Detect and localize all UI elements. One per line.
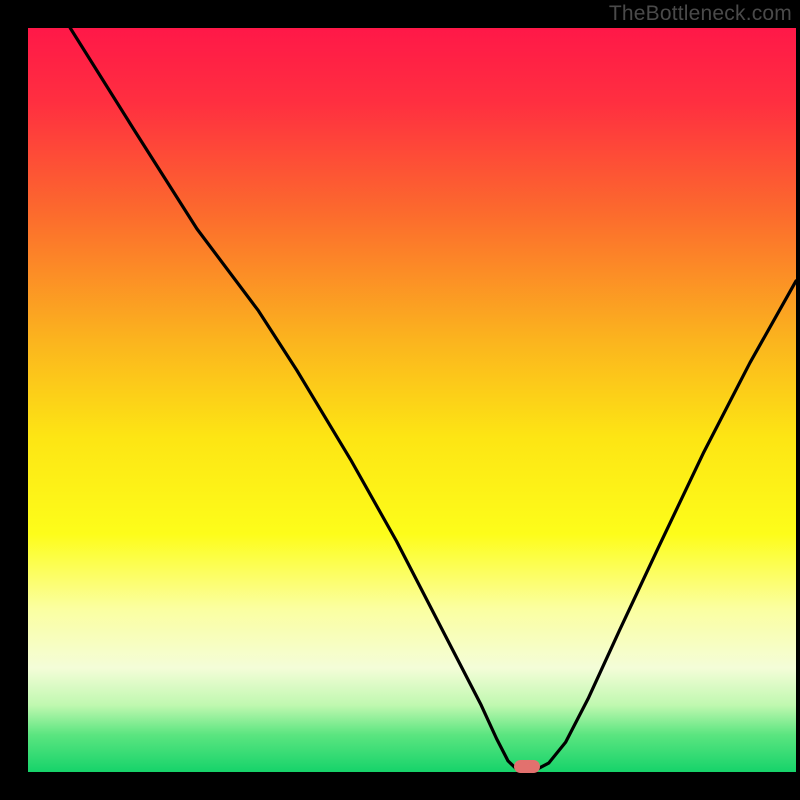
curve-path: [70, 28, 796, 768]
watermark-text: TheBottleneck.com: [609, 2, 792, 26]
plot-area: [28, 28, 796, 772]
bottleneck-chart: TheBottleneck.com: [0, 0, 800, 800]
bottleneck-curve: [28, 28, 796, 772]
optimal-marker: [514, 760, 540, 773]
